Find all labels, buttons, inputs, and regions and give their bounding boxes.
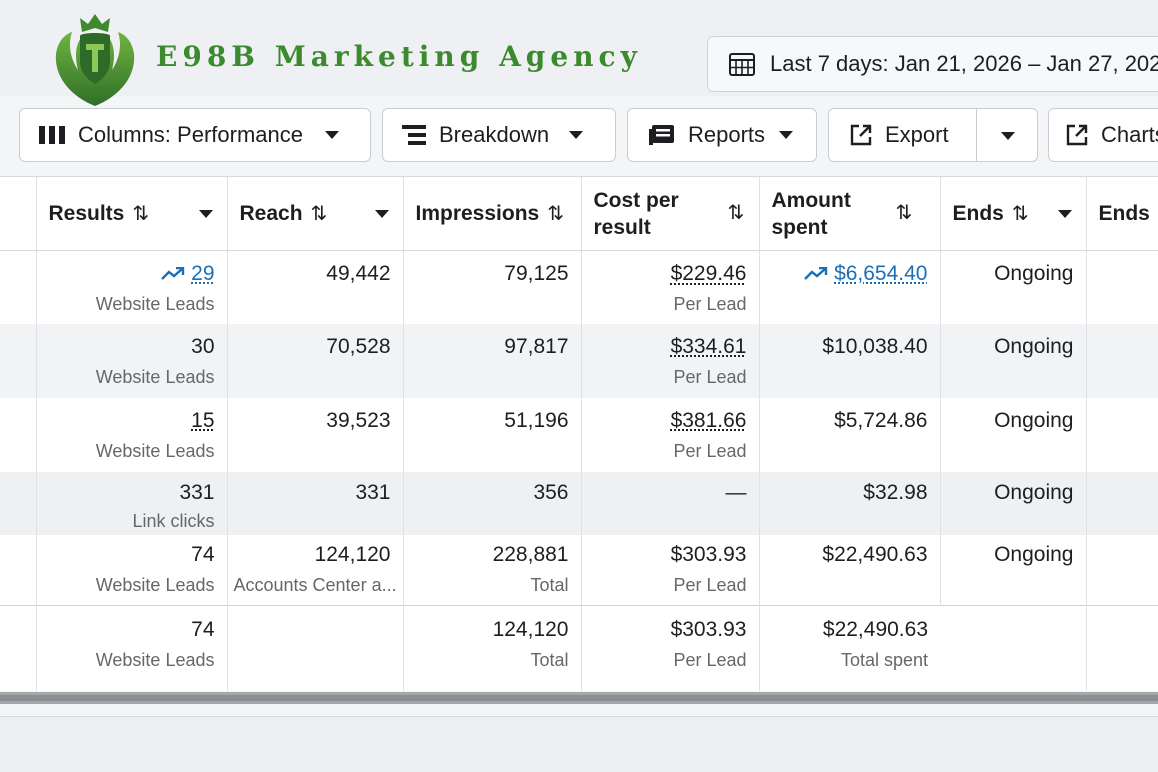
scrollbar-thumb[interactable] [0, 695, 1158, 701]
table-row[interactable]: 15 Website Leads 39,523 51,196 $381.66 Per… [0, 397, 1158, 472]
brand-name: E98B Marketing Agency [156, 40, 642, 73]
impressions-cell: 51,196 [403, 397, 582, 472]
header-reach[interactable]: Reach ⇅ [227, 177, 404, 251]
breakdown-button[interactable]: Breakdown [382, 108, 616, 162]
cost-cell[interactable]: $229.46 Per Lead [581, 250, 760, 324]
reports-icon [648, 124, 676, 146]
export-dropdown-icon[interactable] [1001, 132, 1015, 140]
spent-cell: $10,038.40 [759, 323, 941, 398]
calendar-icon [729, 53, 755, 76]
impressions-cell: 79,125 [403, 250, 582, 324]
sort-icon[interactable]: ⇅ [132, 203, 150, 225]
totals-row: 74 Website Leads 124,120 Total $303.93 Per … [0, 605, 1158, 691]
chevron-down-icon[interactable] [198, 210, 213, 218]
columns-icon [38, 125, 66, 145]
table-header-row: Results ⇅ Reach ⇅ Impressions ⇅ Cost per re… [0, 177, 1158, 251]
cost-cell[interactable]: $381.66 Per Lead [581, 397, 760, 472]
ends-cell: Ongoing [940, 323, 1087, 398]
columns-button[interactable]: Columns: Performance [19, 108, 371, 162]
charts-label: Charts [1101, 122, 1158, 147]
trending-up-icon [804, 267, 828, 281]
date-range-picker[interactable]: Last 7 days: Jan 21, 2026 – Jan 27, 2026 [707, 36, 1158, 92]
footer-area [0, 716, 1158, 772]
sort-icon[interactable]: ⇅ [310, 203, 328, 225]
chevron-down-icon [324, 131, 339, 139]
reports-button[interactable]: Reports [627, 108, 817, 162]
header-impressions[interactable]: Impressions ⇅ [403, 177, 582, 251]
results-cell: 331 Link clicks [36, 471, 228, 535]
total-reach-cell [227, 605, 404, 691]
results-cell: 30 Website Leads [36, 323, 228, 398]
header-spacer [0, 177, 37, 251]
ends-cell: Ongoing [940, 397, 1087, 472]
reach-cell: 331 [227, 471, 404, 535]
table-row[interactable]: 29 Website Leads 49,442 79,125 $229.46 Per… [0, 250, 1158, 324]
total-cost-cell: $303.93 Per Lead [581, 605, 760, 691]
ends-cell: Ongoing [940, 471, 1087, 535]
results-cell[interactable]: 29 Website Leads [36, 250, 228, 324]
sort-icon[interactable]: ⇅ [895, 202, 913, 224]
export-label: Export [885, 122, 949, 147]
chevron-down-icon [779, 131, 794, 139]
trending-up-icon [161, 267, 185, 281]
sort-icon[interactable]: ⇅ [727, 202, 745, 224]
total-results-cell: 74 Website Leads [36, 605, 228, 691]
spartan-helmet-leaf-icon [55, 14, 135, 106]
chevron-down-icon[interactable] [374, 210, 389, 218]
reach-cell: 124,120 Accounts Center a... [227, 534, 404, 606]
charts-button[interactable]: Charts [1048, 108, 1158, 162]
date-range-label: Last 7 days: Jan 21, 2026 – Jan 27, 2026 [770, 51, 1158, 76]
ends-cell: Ongoing [940, 250, 1087, 324]
header-ends-2[interactable]: Ends [1086, 177, 1158, 251]
open-external-icon [1065, 123, 1089, 147]
total-spent-cell: $22,490.63 Total spent [759, 605, 940, 691]
spent-cell: $22,490.63 [759, 534, 941, 606]
export-icon [849, 123, 873, 147]
sort-icon[interactable]: ⇅ [547, 203, 564, 225]
reach-cell: 49,442 [227, 250, 404, 324]
table-row[interactable]: 331 Link clicks 331 356 — $32.98 Ongoing [0, 471, 1158, 535]
spent-cell: $32.98 [759, 471, 941, 535]
header-results[interactable]: Results ⇅ [36, 177, 228, 251]
header-cost-per-result[interactable]: Cost per result ⇅ [581, 177, 760, 251]
export-button[interactable]: Export [828, 108, 1038, 162]
cost-cell: $303.93 Per Lead [581, 534, 760, 606]
results-cell[interactable]: 15 Website Leads [36, 397, 228, 472]
table-row[interactable]: 74 Website Leads 124,120 Accounts Center a… [0, 534, 1158, 606]
spent-cell[interactable]: $6,654.40 [759, 250, 941, 324]
reports-label: Reports [688, 122, 766, 147]
breakdown-label: Breakdown [439, 122, 550, 147]
sort-icon[interactable]: ⇅ [1011, 203, 1029, 225]
export-split-divider [976, 109, 977, 161]
header-amount-spent[interactable]: Amount spent ⇅ [759, 177, 941, 251]
header-ends[interactable]: Ends ⇅ [940, 177, 1087, 251]
reach-cell: 70,528 [227, 323, 404, 398]
cost-cell: — [581, 471, 760, 535]
chevron-down-icon[interactable] [1057, 210, 1072, 218]
impressions-cell: 97,817 [403, 323, 582, 398]
results-cell: 74 Website Leads [36, 534, 228, 606]
ends-cell: Ongoing [940, 534, 1087, 606]
total-impressions-cell: 124,120 Total [403, 605, 582, 691]
impressions-cell: 228,881 Total [403, 534, 582, 606]
impressions-cell: 356 [403, 471, 582, 535]
performance-table: Results ⇅ Reach ⇅ Impressions ⇅ Cost per re… [0, 176, 1158, 691]
columns-label: Columns: Performance [78, 122, 303, 147]
cost-cell[interactable]: $334.61 Per Lead [581, 323, 760, 398]
chevron-down-icon [569, 131, 584, 139]
breakdown-icon [401, 124, 427, 146]
spent-cell: $5,724.86 [759, 397, 941, 472]
table-row[interactable]: 30 Website Leads 70,528 97,817 $334.61 Per… [0, 323, 1158, 398]
reach-cell: 39,523 [227, 397, 404, 472]
